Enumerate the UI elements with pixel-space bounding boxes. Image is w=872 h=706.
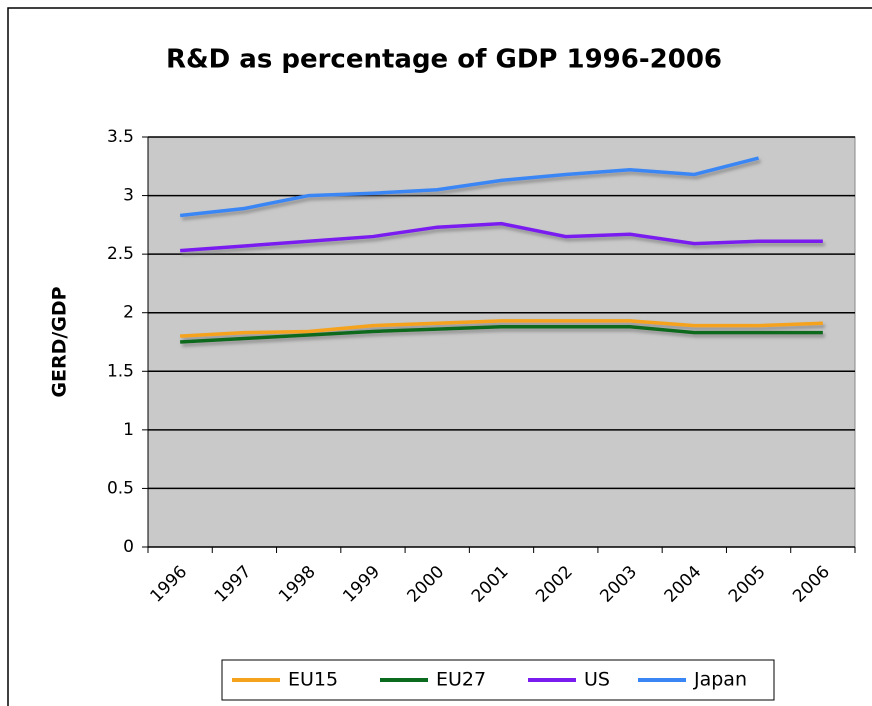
y-tick-label: 1.5 bbox=[107, 361, 134, 381]
series-line bbox=[180, 319, 823, 338]
series-line bbox=[180, 221, 823, 253]
series-line bbox=[179, 156, 760, 218]
y-tick-label: 2.5 bbox=[107, 244, 134, 264]
y-tick-label: 0 bbox=[123, 537, 134, 557]
y-tick-label: 0.5 bbox=[107, 478, 134, 498]
legend-label: Japan bbox=[693, 669, 747, 691]
legend-label: US bbox=[584, 669, 610, 691]
legend-label: EU15 bbox=[288, 669, 338, 691]
y-axis-label: GERD/GDP bbox=[49, 286, 71, 397]
plot-area bbox=[147, 136, 856, 548]
y-tick-label: 2 bbox=[123, 303, 134, 323]
series-line bbox=[180, 325, 823, 344]
y-tick-label: 3 bbox=[123, 186, 134, 206]
chart-title: R&D as percentage of GDP 1996-2006 bbox=[166, 45, 722, 75]
y-tick-label: 1 bbox=[123, 420, 134, 440]
legend-label: EU27 bbox=[436, 669, 486, 691]
y-tick-label: 3.5 bbox=[107, 127, 134, 147]
